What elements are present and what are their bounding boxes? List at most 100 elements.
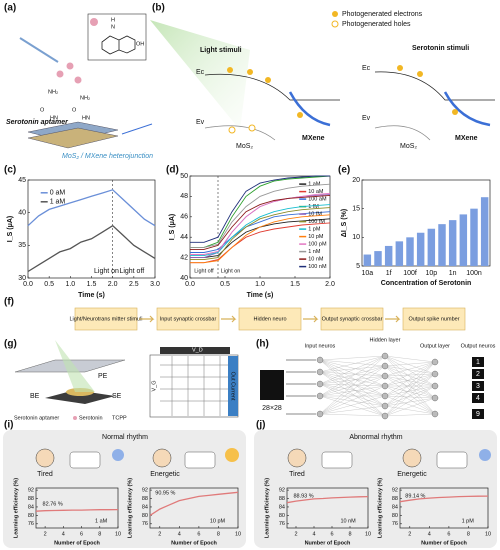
bar	[384, 245, 393, 266]
y-tick-label: 84	[142, 504, 148, 510]
device-layer	[27, 127, 119, 149]
flow-arrow	[303, 315, 319, 323]
connection	[384, 385, 436, 397]
annotation: 1 pM	[462, 518, 475, 524]
output-label: Output layer	[420, 343, 450, 349]
series-line	[190, 183, 331, 248]
annotation: Light off	[194, 268, 214, 274]
connection	[319, 355, 386, 397]
mxene: MXene	[455, 135, 478, 142]
plot-frame	[399, 487, 489, 529]
holes	[228, 124, 256, 134]
series-line	[190, 175, 330, 243]
connection	[384, 355, 436, 375]
y-tick-label: 88	[28, 496, 34, 502]
digit-box	[472, 357, 484, 367]
outneuros-label: Output neuros	[461, 343, 496, 349]
band	[204, 125, 276, 141]
bar	[480, 197, 489, 266]
x-tick-label: 1.5	[290, 281, 300, 288]
legend-aptamer: Serotonin aptamer	[14, 415, 59, 421]
x-tick-label: 1.0	[255, 281, 265, 288]
bar	[406, 237, 414, 266]
connection	[384, 365, 436, 387]
flow-label: Output spike number	[408, 316, 459, 322]
plot-frame	[361, 179, 491, 267]
annotation: 10 pM	[210, 518, 226, 524]
x-axis-label: Number of Epoch	[54, 540, 100, 546]
legend-label: 1 aM	[50, 199, 66, 206]
y-tick-label: 44	[180, 234, 188, 241]
x-tick-label: 6	[447, 531, 450, 537]
light-beam	[150, 20, 250, 130]
connection	[384, 375, 436, 399]
flow-label: Output synaptic crossbar	[322, 316, 383, 322]
legend-hole-label: Photogenerated holes	[342, 21, 411, 28]
connection	[319, 405, 386, 415]
panel-label: (f)	[4, 297, 14, 308]
x-tick-label: 4	[178, 531, 181, 537]
x-tick-label: 6	[330, 531, 333, 537]
connection	[319, 359, 386, 397]
x-tick-label: 1f	[386, 270, 392, 277]
ev: Ev	[362, 115, 371, 122]
plot-frame	[286, 487, 369, 529]
mxene-band	[288, 91, 331, 127]
panel-label: (e)	[338, 165, 350, 176]
connection	[384, 365, 436, 399]
flow-box	[402, 307, 466, 331]
ec: Ec	[196, 69, 205, 76]
connection	[384, 395, 436, 399]
crossbar	[149, 354, 239, 418]
flow-arrow	[221, 315, 237, 323]
digit: 4	[476, 395, 480, 402]
input-neuron	[316, 380, 324, 388]
image-size: 28×28	[262, 405, 282, 412]
y-tick-label: 92	[279, 488, 285, 494]
x-tick-label: 2	[44, 531, 47, 537]
connection	[384, 397, 436, 407]
moon	[112, 449, 124, 461]
be-label: BE	[30, 393, 40, 400]
x-tick-label: 10p	[425, 270, 437, 277]
connection	[384, 397, 436, 417]
x-tick-label: 8	[98, 531, 101, 537]
hidden-neuron	[381, 382, 389, 390]
series-line	[190, 175, 331, 248]
atom: O	[40, 107, 45, 113]
connection	[384, 413, 436, 417]
electrons	[227, 67, 303, 118]
digit: 1	[476, 359, 480, 366]
connection	[384, 355, 436, 399]
flow-label: Light/Neurotrans mitter stimuli	[69, 316, 142, 322]
connection	[319, 375, 386, 385]
serotonin-label: Serotonin stimuli	[412, 45, 469, 52]
hidden-label: Hidden layer	[370, 337, 401, 343]
vd-bar	[160, 347, 230, 354]
connection	[319, 385, 386, 397]
x-tick-label: 10	[115, 531, 121, 537]
x-tick-label: 8	[467, 531, 470, 537]
connection	[384, 361, 436, 417]
x-tick-label: 2.5	[129, 281, 139, 288]
connection	[384, 385, 436, 415]
bar	[470, 208, 478, 266]
out-bar	[228, 356, 238, 416]
y-tick-label: 80	[392, 513, 398, 519]
connection	[384, 361, 436, 387]
flow-box	[74, 307, 138, 331]
output-neuron	[431, 370, 439, 378]
x-tick-label: 10a	[361, 270, 373, 277]
connection	[384, 361, 436, 377]
y-tick-label: 84	[28, 504, 34, 510]
connection	[319, 375, 386, 415]
y-tick-label: 48	[180, 193, 188, 200]
flow-box	[238, 307, 302, 331]
input-neuron	[316, 356, 324, 364]
connection	[384, 385, 436, 399]
atom: N	[111, 24, 115, 30]
panel-label: (b)	[152, 3, 165, 14]
x-tick-label: 4	[312, 531, 315, 537]
x-tick-label: 8	[348, 531, 351, 537]
